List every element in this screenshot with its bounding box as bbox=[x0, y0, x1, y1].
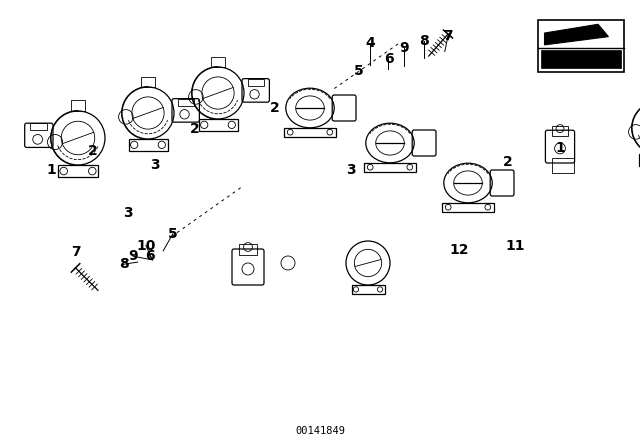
FancyBboxPatch shape bbox=[538, 20, 624, 72]
Text: 3: 3 bbox=[150, 158, 160, 172]
Polygon shape bbox=[541, 50, 621, 68]
Text: 00141849: 00141849 bbox=[295, 426, 345, 436]
Text: 5: 5 bbox=[353, 64, 364, 78]
Text: 8: 8 bbox=[419, 34, 429, 48]
Text: 9: 9 bbox=[399, 41, 410, 56]
Text: 9: 9 bbox=[128, 249, 138, 263]
Text: 2: 2 bbox=[190, 122, 200, 136]
Text: 3: 3 bbox=[123, 206, 133, 220]
Text: 4: 4 bbox=[365, 35, 375, 50]
Text: 11: 11 bbox=[506, 238, 525, 253]
Text: 3: 3 bbox=[346, 163, 356, 177]
Text: 7: 7 bbox=[70, 245, 81, 259]
Text: 12: 12 bbox=[450, 243, 469, 257]
Text: 2: 2 bbox=[502, 155, 513, 169]
Text: 2: 2 bbox=[88, 144, 98, 159]
Text: 10: 10 bbox=[136, 238, 156, 253]
Polygon shape bbox=[545, 24, 609, 45]
Text: 2: 2 bbox=[270, 100, 280, 115]
Text: 1: 1 bbox=[46, 163, 56, 177]
Text: 6: 6 bbox=[383, 52, 394, 66]
Text: 8: 8 bbox=[118, 257, 129, 271]
Text: 7: 7 bbox=[443, 29, 453, 43]
Text: 5: 5 bbox=[168, 227, 178, 241]
Text: 6: 6 bbox=[145, 249, 156, 263]
Text: 1: 1 bbox=[555, 141, 565, 155]
